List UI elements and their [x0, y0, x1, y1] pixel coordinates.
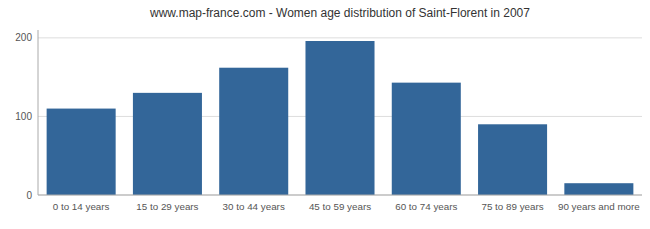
x-tick-label: 0 to 14 years: [53, 201, 110, 212]
x-tick-label: 75 to 89 years: [481, 201, 543, 212]
bars: [47, 41, 634, 195]
y-tick-label: 100: [15, 111, 32, 122]
x-tick-label: 60 to 74 years: [395, 201, 457, 212]
x-tick-label: 30 to 44 years: [223, 201, 285, 212]
bar: [478, 124, 547, 195]
y-axis-line: [38, 30, 39, 195]
title: www.map-france.com - Women age distribut…: [149, 6, 530, 20]
x-tick-label: 90 years and more: [558, 201, 640, 212]
grid-line: [38, 37, 642, 38]
y-tick-label: 0: [26, 190, 32, 201]
x-tick-label: 45 to 59 years: [309, 201, 371, 212]
bar: [133, 93, 202, 195]
bar: [47, 109, 116, 195]
chart: www.map-france.com - Women age distribut…: [0, 0, 650, 229]
grid: [38, 38, 642, 195]
bar: [564, 183, 633, 195]
grid-line: [38, 195, 642, 196]
bar: [219, 68, 288, 195]
bar: [392, 83, 461, 195]
y-tick-label: 200: [15, 32, 32, 43]
x-tick-label: 15 to 29 years: [136, 201, 198, 212]
bar: [305, 41, 374, 195]
x-axis-line: [38, 195, 642, 196]
